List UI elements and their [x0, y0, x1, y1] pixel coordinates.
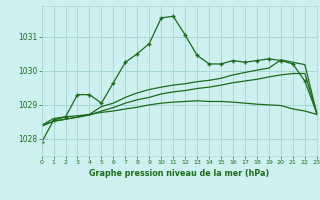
X-axis label: Graphe pression niveau de la mer (hPa): Graphe pression niveau de la mer (hPa) [89, 169, 269, 178]
